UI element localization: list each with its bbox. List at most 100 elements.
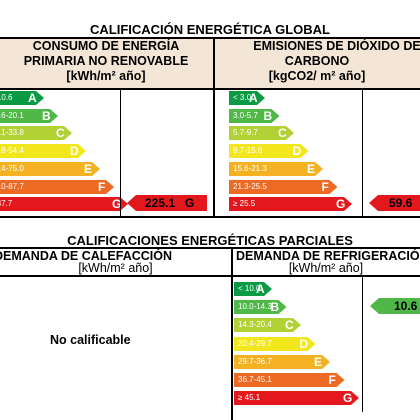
scale-letter-f: F [321,179,329,194]
scale-range-e: 54.4-75.0 [0,163,24,173]
parciales-header-band [0,247,420,277]
scale-letter-a: A [249,91,258,105]
scale-bar-d: 33.8-54.4 D [0,144,86,159]
scale-bar-d: 9.7-15.6 D [229,144,309,159]
scale-arrow-g [229,197,352,212]
scale-range-e: 15.6-21.3 [233,163,267,173]
scale-letter-f: F [98,179,106,194]
scale-arrow-g [234,391,359,406]
scale-range-b: 3.0-5.7 [233,110,258,120]
scale-range-c: 5.7-9.7 [233,128,258,138]
scale-bar-a: < 3.0 A [229,91,265,105]
scale-bar-b: 10.0-14.3 B [234,300,287,315]
scale-arrow-b [0,108,58,123]
scale-range-g: ≥ 45.1 [238,393,261,403]
scale-range-c: 14.3-20.4 [238,320,272,330]
scale-arrow-a [0,91,44,105]
scale-range-g: ≥ 25.5 [233,199,256,209]
global-title: CALIFICACIÓN ENERGÉTICA GLOBAL [89,22,330,37]
scale-range-d: 20.4-29.7 [238,338,272,348]
scale-arrow-d [0,144,86,159]
result-value: 225.1 [145,196,176,210]
result-arrow [370,298,420,314]
result-indicator: 225.1 G [127,195,207,211]
scale-bar-b: 3.0-5.7 B [229,108,280,123]
global-bottom-rule [0,216,420,218]
scale-arrow-b [234,300,287,315]
scale-letter-e: E [84,161,93,176]
emisiones-header-line2: CARBONO [284,54,350,68]
scale-letter-c: C [56,126,65,141]
scale-bar-e: 15.6-21.3 E [229,161,323,176]
scale-range-g: ≥ 87.7 [0,199,13,209]
calefaccion-header-line1: DEMANDA DE CALEFACCIÓN [0,249,173,263]
scale-arrow-f [229,179,338,194]
scale-bar-f: 21.3-25.5 F [229,179,338,194]
parciales-title: CALIFICACIONES ENERGÉTICAS PARCIALES [67,233,353,248]
scale-letter-g: G [336,197,346,212]
scale-bar-g: ≥ 87.7 G [0,197,128,212]
result-value: 10.6 [394,299,418,313]
consumo-header-line2: PRIMARIA NO RENOVABLE [23,54,189,68]
scale-arrow-e [234,354,330,369]
result-indicator: 10.6 [370,298,420,314]
scale-range-c: 20.1-33.8 [0,128,24,138]
result-arrow [369,195,420,211]
result-value: 59.6 [389,196,413,210]
scale-arrow-c [229,126,294,141]
consumo-scale-separator [120,88,121,216]
scale-arrow-a [234,282,272,296]
scale-letter-f: F [328,373,336,387]
scale-arrow-d [234,336,316,351]
scale-bar-b: 10.6-20.1 B [0,108,58,123]
scale-letter-e: E [314,354,323,369]
scale-bar-d: 20.4-29.7 D [234,336,316,351]
global-divider [213,37,215,217]
scale-arrow-f [234,373,345,387]
global-header-band [0,37,420,90]
scale-range-d: 33.8-54.4 [0,146,24,156]
scale-arrow-e [0,161,100,176]
scale-range-f: 36.7-45.1 [238,375,272,384]
emisiones-header-units: [kgCO2/ m² año] [268,69,366,83]
scale-arrow-e [229,161,323,176]
scale-arrow-d [229,144,309,159]
refrigeracion-header-units: [kWh/m² año] [288,261,364,275]
scale-range-b: 10.0-14.3 [238,302,272,312]
result-letter: G [185,196,195,210]
result-indicator: 59.6 [369,195,420,211]
scale-arrow-c [0,126,72,141]
scale-range-d: 9.7-15.6 [233,146,263,156]
scale-letter-a: A [256,282,265,296]
scale-letter-g: G [112,197,122,212]
scale-arrow-a [229,91,265,105]
emisiones-scale-separator [362,88,363,216]
calefaccion-header-units: [kWh/m² año] [78,261,153,275]
scale-range-a: < 10.0 [238,284,261,293]
scale-range-a: < 3.0 [233,93,252,102]
calefaccion-no-calificable: No calificable [50,333,131,347]
scale-arrow-f [0,179,114,194]
scale-letter-d: D [70,144,79,159]
scale-bar-f: 36.7-45.1 F [234,373,345,387]
scale-letter-e: E [307,161,316,176]
emisiones-header-line1: EMISIONES DE DIÓXIDO DE [253,39,420,53]
scale-range-f: 21.3-25.5 [233,181,267,191]
scale-letter-g: G [343,391,353,406]
consumo-header-units: [kWh/m² año] [66,69,146,83]
scale-bar-e: 54.4-75.0 E [0,161,100,176]
refrigeracion-scale-separator [362,276,363,412]
scale-letter-d: D [292,144,302,159]
scale-letter-b: B [263,108,273,123]
scale-bar-c: 14.3-20.4 C [234,318,301,333]
scale-letter-c: C [285,318,294,333]
scale-arrow-b [229,108,280,123]
parciales-divider [231,247,233,420]
scale-bar-f: 75.0-87.7 F [0,179,114,194]
scale-arrow-c [234,318,301,333]
scale-range-f: 75.0-87.7 [0,181,24,191]
scale-bar-a: < 10.6 A [0,91,44,105]
consumo-header-line1: CONSUMO DE ENERGÍA [32,39,180,53]
scale-bar-a: < 10.0 A [234,282,272,296]
scale-bar-c: 20.1-33.8 C [0,126,72,141]
